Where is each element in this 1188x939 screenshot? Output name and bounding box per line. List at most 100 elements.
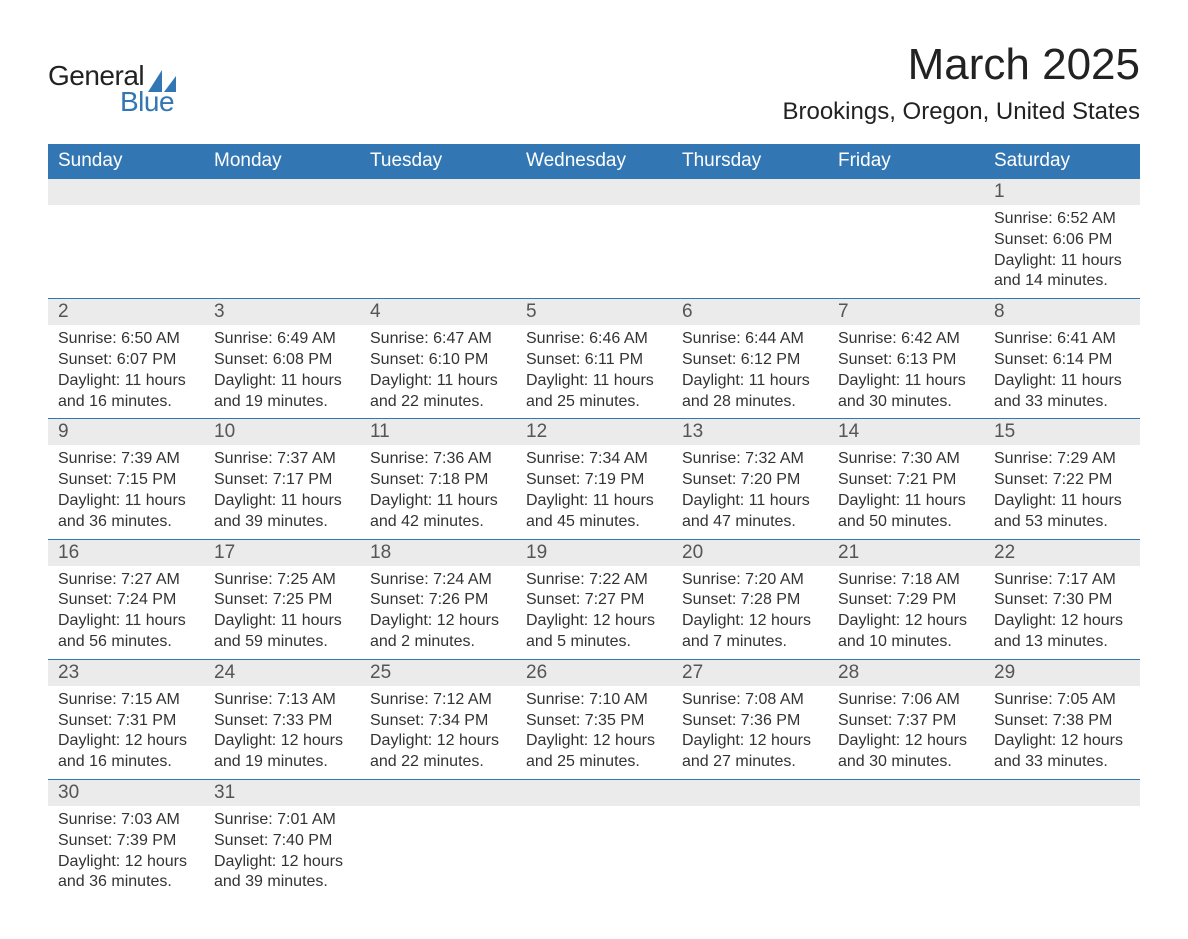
day-body: Sunrise: 7:20 AMSunset: 7:28 PMDaylight:… xyxy=(672,566,828,659)
daylight1-text: Daylight: 11 hours xyxy=(526,371,662,392)
day-number: 10 xyxy=(204,419,360,445)
day-number-empty xyxy=(828,179,984,205)
daylight1-text: Daylight: 11 hours xyxy=(58,491,194,512)
calendar-day-cell: 17Sunrise: 7:25 AMSunset: 7:25 PMDayligh… xyxy=(204,539,360,659)
day-number: 27 xyxy=(672,660,828,686)
logo: General Blue xyxy=(48,60,176,118)
day-body: Sunrise: 7:39 AMSunset: 7:15 PMDaylight:… xyxy=(48,445,204,538)
calendar-day-cell xyxy=(984,779,1140,899)
day-body-empty xyxy=(672,806,828,890)
sunrise-text: Sunrise: 7:08 AM xyxy=(682,690,818,711)
sunset-text: Sunset: 7:19 PM xyxy=(526,470,662,491)
daylight1-text: Daylight: 12 hours xyxy=(526,611,662,632)
day-body: Sunrise: 7:27 AMSunset: 7:24 PMDaylight:… xyxy=(48,566,204,659)
logo-text-blue: Blue xyxy=(120,86,176,118)
daylight1-text: Daylight: 12 hours xyxy=(838,611,974,632)
daylight2-text: and 22 minutes. xyxy=(370,392,506,413)
day-number: 22 xyxy=(984,540,1140,566)
sunset-text: Sunset: 7:15 PM xyxy=(58,470,194,491)
sunrise-text: Sunrise: 7:20 AM xyxy=(682,570,818,591)
sunset-text: Sunset: 7:18 PM xyxy=(370,470,506,491)
day-number: 9 xyxy=(48,419,204,445)
calendar-day-cell: 28Sunrise: 7:06 AMSunset: 7:37 PMDayligh… xyxy=(828,659,984,779)
day-body: Sunrise: 6:44 AMSunset: 6:12 PMDaylight:… xyxy=(672,325,828,418)
daylight2-text: and 56 minutes. xyxy=(58,632,194,653)
day-body: Sunrise: 7:08 AMSunset: 7:36 PMDaylight:… xyxy=(672,686,828,779)
header-block: General Blue March 2025 Brookings, Orego… xyxy=(48,40,1140,126)
day-body: Sunrise: 6:49 AMSunset: 6:08 PMDaylight:… xyxy=(204,325,360,418)
day-number: 15 xyxy=(984,419,1140,445)
calendar-day-cell xyxy=(360,179,516,299)
calendar-day-cell: 29Sunrise: 7:05 AMSunset: 7:38 PMDayligh… xyxy=(984,659,1140,779)
month-title: March 2025 xyxy=(782,40,1140,90)
day-header-row: Sunday Monday Tuesday Wednesday Thursday… xyxy=(48,144,1140,179)
day-number: 1 xyxy=(984,179,1140,205)
day-number: 12 xyxy=(516,419,672,445)
day-number-empty xyxy=(672,780,828,806)
calendar-week-row: 2Sunrise: 6:50 AMSunset: 6:07 PMDaylight… xyxy=(48,299,1140,419)
daylight1-text: Daylight: 11 hours xyxy=(838,491,974,512)
calendar-day-cell: 11Sunrise: 7:36 AMSunset: 7:18 PMDayligh… xyxy=(360,419,516,539)
sunrise-text: Sunrise: 7:12 AM xyxy=(370,690,506,711)
sunrise-text: Sunrise: 7:37 AM xyxy=(214,449,350,470)
calendar-day-cell: 25Sunrise: 7:12 AMSunset: 7:34 PMDayligh… xyxy=(360,659,516,779)
daylight1-text: Daylight: 11 hours xyxy=(838,371,974,392)
day-header: Wednesday xyxy=(516,144,672,179)
sunset-text: Sunset: 7:24 PM xyxy=(58,590,194,611)
daylight2-text: and 36 minutes. xyxy=(58,512,194,533)
daylight2-text: and 16 minutes. xyxy=(58,392,194,413)
calendar-day-cell: 13Sunrise: 7:32 AMSunset: 7:20 PMDayligh… xyxy=(672,419,828,539)
calendar-day-cell: 3Sunrise: 6:49 AMSunset: 6:08 PMDaylight… xyxy=(204,299,360,419)
calendar-day-cell: 18Sunrise: 7:24 AMSunset: 7:26 PMDayligh… xyxy=(360,539,516,659)
day-number: 6 xyxy=(672,299,828,325)
daylight1-text: Daylight: 12 hours xyxy=(526,731,662,752)
day-body: Sunrise: 7:22 AMSunset: 7:27 PMDaylight:… xyxy=(516,566,672,659)
daylight2-text: and 16 minutes. xyxy=(58,752,194,773)
calendar-day-cell: 31Sunrise: 7:01 AMSunset: 7:40 PMDayligh… xyxy=(204,779,360,899)
sunrise-text: Sunrise: 7:01 AM xyxy=(214,810,350,831)
sunset-text: Sunset: 7:35 PM xyxy=(526,711,662,732)
sunrise-text: Sunrise: 7:15 AM xyxy=(58,690,194,711)
calendar-week-row: 30Sunrise: 7:03 AMSunset: 7:39 PMDayligh… xyxy=(48,779,1140,899)
sunrise-text: Sunrise: 6:44 AM xyxy=(682,329,818,350)
calendar-day-cell: 16Sunrise: 7:27 AMSunset: 7:24 PMDayligh… xyxy=(48,539,204,659)
calendar-day-cell xyxy=(360,779,516,899)
calendar-day-cell: 8Sunrise: 6:41 AMSunset: 6:14 PMDaylight… xyxy=(984,299,1140,419)
day-body-empty xyxy=(360,806,516,890)
calendar-day-cell: 9Sunrise: 7:39 AMSunset: 7:15 PMDaylight… xyxy=(48,419,204,539)
daylight2-text: and 45 minutes. xyxy=(526,512,662,533)
sunrise-text: Sunrise: 7:30 AM xyxy=(838,449,974,470)
day-body: Sunrise: 7:17 AMSunset: 7:30 PMDaylight:… xyxy=(984,566,1140,659)
sunset-text: Sunset: 7:33 PM xyxy=(214,711,350,732)
sunset-text: Sunset: 6:08 PM xyxy=(214,350,350,371)
daylight2-text: and 39 minutes. xyxy=(214,872,350,893)
sunset-text: Sunset: 7:34 PM xyxy=(370,711,506,732)
daylight2-text: and 39 minutes. xyxy=(214,512,350,533)
sunrise-text: Sunrise: 7:39 AM xyxy=(58,449,194,470)
sunrise-text: Sunrise: 7:18 AM xyxy=(838,570,974,591)
day-body: Sunrise: 6:41 AMSunset: 6:14 PMDaylight:… xyxy=(984,325,1140,418)
daylight2-text: and 25 minutes. xyxy=(526,752,662,773)
sunset-text: Sunset: 7:38 PM xyxy=(994,711,1130,732)
day-body: Sunrise: 7:29 AMSunset: 7:22 PMDaylight:… xyxy=(984,445,1140,538)
calendar-day-cell xyxy=(672,779,828,899)
sunset-text: Sunset: 7:28 PM xyxy=(682,590,818,611)
sunrise-text: Sunrise: 7:25 AM xyxy=(214,570,350,591)
calendar-table: Sunday Monday Tuesday Wednesday Thursday… xyxy=(48,144,1140,899)
daylight2-text: and 27 minutes. xyxy=(682,752,818,773)
day-body: Sunrise: 7:37 AMSunset: 7:17 PMDaylight:… xyxy=(204,445,360,538)
sunrise-text: Sunrise: 6:52 AM xyxy=(994,209,1130,230)
day-number: 28 xyxy=(828,660,984,686)
daylight1-text: Daylight: 11 hours xyxy=(994,491,1130,512)
sunrise-text: Sunrise: 6:47 AM xyxy=(370,329,506,350)
calendar-day-cell: 6Sunrise: 6:44 AMSunset: 6:12 PMDaylight… xyxy=(672,299,828,419)
sunset-text: Sunset: 7:26 PM xyxy=(370,590,506,611)
day-body: Sunrise: 6:42 AMSunset: 6:13 PMDaylight:… xyxy=(828,325,984,418)
day-number-empty xyxy=(516,179,672,205)
day-body: Sunrise: 6:46 AMSunset: 6:11 PMDaylight:… xyxy=(516,325,672,418)
day-number-empty xyxy=(204,179,360,205)
sunrise-text: Sunrise: 7:29 AM xyxy=(994,449,1130,470)
daylight2-text: and 30 minutes. xyxy=(838,752,974,773)
calendar-week-row: 23Sunrise: 7:15 AMSunset: 7:31 PMDayligh… xyxy=(48,659,1140,779)
sunset-text: Sunset: 6:10 PM xyxy=(370,350,506,371)
